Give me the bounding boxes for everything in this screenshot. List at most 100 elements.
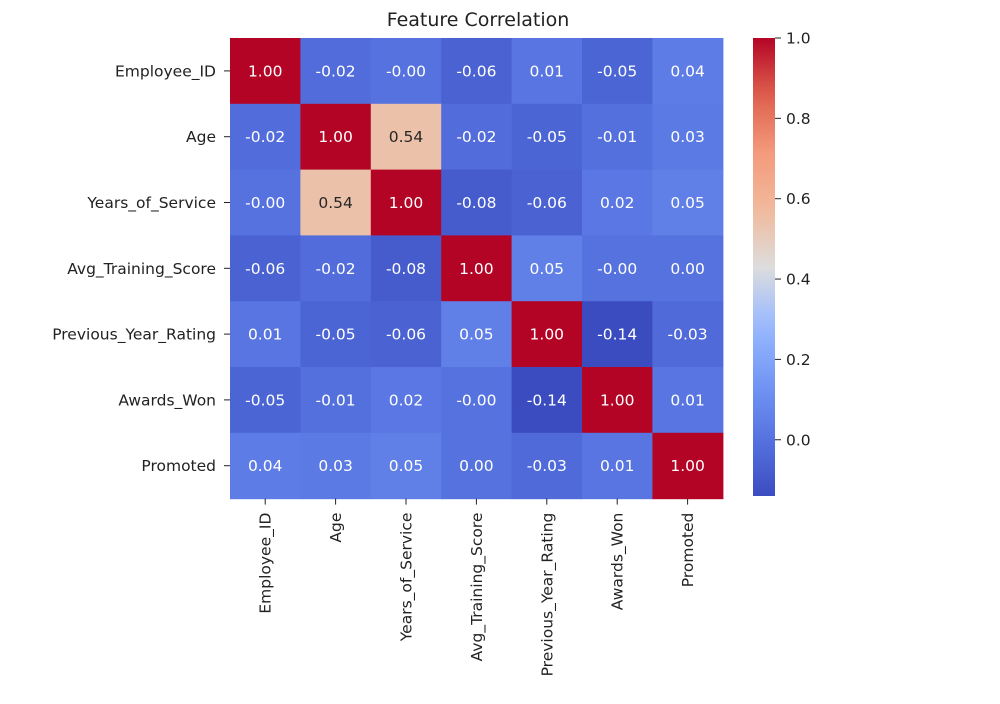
cell-value-label: 0.54: [389, 128, 424, 146]
cell-value-label: 0.04: [670, 62, 705, 80]
cell-value-label: -0.01: [597, 128, 637, 146]
y-tick-label: Years_of_Service: [86, 194, 216, 213]
heatmap-cell: [511, 169, 583, 236]
cell-value-label: -0.05: [527, 128, 567, 146]
cell-value-label: 1.00: [389, 194, 424, 212]
cell-value-label: -0.02: [456, 128, 496, 146]
heatmap-cell: [300, 367, 372, 434]
cell-value-label: -0.00: [245, 194, 285, 212]
heatmap-cell: [230, 169, 301, 236]
heatmap-cell: [441, 38, 513, 105]
heatmap-cell: [582, 169, 653, 236]
heatmap-cell: [230, 103, 301, 171]
cell-value-label: -0.08: [456, 194, 496, 212]
cell-value-label: 0.05: [389, 457, 424, 475]
colorbar-gradient: [753, 38, 775, 496]
heatmap-cell: [370, 235, 442, 302]
heatmap-cell: [441, 103, 513, 171]
heatmap-cell: [441, 235, 513, 302]
x-tick-label: Promoted: [679, 513, 697, 588]
heatmap-cell: [511, 432, 583, 500]
y-tick-labels: Employee_ID Age Years_of_Service Avg_Traini…: [52, 62, 230, 475]
heatmap-cell: [511, 103, 583, 171]
y-tick-label: Promoted: [141, 457, 216, 475]
heatmap-cell: [582, 367, 653, 434]
cell-value-label: 1.00: [318, 128, 353, 146]
cell-value-label: 0.01: [248, 326, 283, 344]
cell-value-label: -0.02: [316, 260, 356, 278]
heatmap-cell: [300, 169, 372, 236]
cell-value-label: 0.00: [670, 260, 705, 278]
heatmap-cell: [652, 235, 724, 302]
x-tick-label: Awards_Won: [609, 513, 628, 611]
heatmap-cell: [582, 235, 653, 302]
heatmap-cell: [652, 367, 724, 434]
heatmap-cell: [370, 367, 442, 434]
chart-title: Feature Correlation: [387, 9, 570, 31]
cell-value-label: 0.04: [248, 457, 283, 475]
heatmap-cell: [370, 301, 442, 368]
cell-value-label: 0.00: [459, 457, 494, 475]
cell-value-label: -0.06: [245, 260, 285, 278]
heatmap-cell: [582, 432, 653, 500]
cell-value-label: 1.00: [459, 260, 494, 278]
cell-value-label: -0.03: [668, 326, 708, 344]
cell-value-label: 0.02: [389, 391, 424, 409]
cell-value-label: 0.05: [459, 326, 494, 344]
cell-value-label: -0.05: [316, 326, 356, 344]
cell-value-label: 0.03: [670, 128, 705, 146]
cell-value-label: -0.14: [597, 326, 637, 344]
y-tick-label: Employee_ID: [115, 62, 216, 81]
cell-value-label: 0.01: [670, 391, 705, 409]
heatmap-cells: 1.00 -0.02 -0.00 -0.06 0.01 -0.05 0.04 -0.02 1.0…: [230, 38, 724, 500]
colorbar-tick-label: 0.2: [786, 351, 811, 369]
heatmap-cell: [652, 301, 724, 368]
heatmap-cell: [230, 235, 301, 302]
cell-value-label: 1.00: [530, 326, 565, 344]
cell-value-label: -0.00: [597, 260, 637, 278]
cell-value-label: 0.05: [670, 194, 705, 212]
x-tick-label: Previous_Year_Rating: [538, 513, 557, 677]
y-tick-label: Avg_Training_Score: [67, 260, 216, 279]
colorbar-tick-label: 0.4: [786, 271, 811, 289]
cell-value-label: 0.01: [530, 62, 565, 80]
heatmap-cell: [230, 38, 301, 105]
heatmap-cell: [441, 301, 513, 368]
colorbar-tick-label: 0.8: [786, 110, 811, 128]
heatmap-cell: [300, 432, 372, 500]
cell-value-label: -0.14: [527, 391, 567, 409]
cell-value-label: -0.01: [316, 391, 356, 409]
heatmap-cell: [511, 38, 583, 105]
heatmap-cell: [511, 367, 583, 434]
heatmap-cell: [511, 301, 583, 368]
cell-value-label: 0.54: [318, 194, 353, 212]
cell-value-label: -0.03: [527, 457, 567, 475]
heatmap-cell: [300, 38, 372, 105]
heatmap-cell: [652, 103, 724, 171]
heatmap-cell: [230, 367, 301, 434]
cell-value-label: 1.00: [670, 457, 705, 475]
heatmap-cell: [582, 103, 653, 171]
heatmap-cell: [582, 301, 653, 368]
heatmap-cell: [370, 432, 442, 500]
heatmap-cell: [511, 235, 583, 302]
y-tick-label: Age: [186, 128, 216, 146]
heatmap-cell: [300, 301, 372, 368]
x-tick-label: Employee_ID: [257, 513, 276, 614]
heatmap-cell: [582, 38, 653, 105]
cell-value-label: -0.06: [456, 62, 496, 80]
heatmap-cell: [652, 169, 724, 236]
colorbar-tick-label: 0.0: [786, 431, 811, 449]
cell-value-label: -0.05: [245, 391, 285, 409]
heatmap-cell: [441, 169, 513, 236]
colorbar-tick-label: 1.0: [786, 30, 811, 48]
cell-value-label: 0.05: [530, 260, 565, 278]
cell-value-label: -0.08: [386, 260, 426, 278]
heatmap-cell: [370, 38, 442, 105]
x-tick-label: Years_of_Service: [398, 513, 417, 643]
cell-value-label: 0.03: [318, 457, 353, 475]
heatmap-cell: [230, 301, 301, 368]
cell-value-label: -0.02: [316, 62, 356, 80]
heatmap-cell: [300, 235, 372, 302]
